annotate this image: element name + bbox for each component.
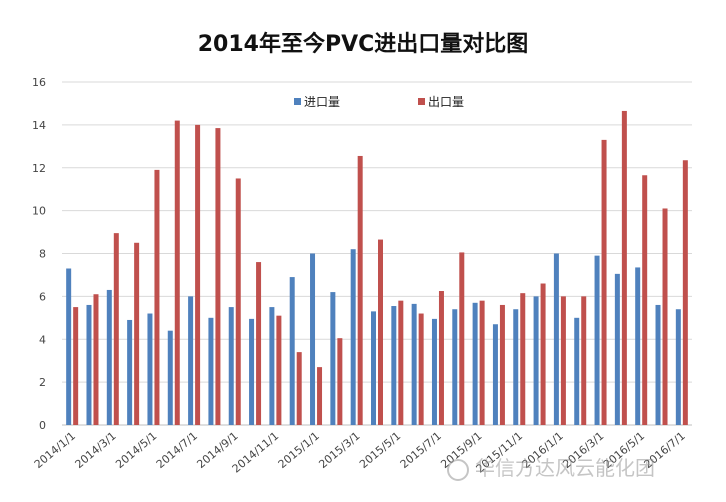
bar-import [208,317,214,425]
bar-export [662,208,668,425]
y-tick-label: 4 [39,333,46,346]
bar-import [533,296,539,425]
bar-export [520,293,526,425]
y-tick-label: 0 [39,419,46,432]
legend-swatch [294,98,301,105]
bar-export [337,338,343,425]
bar-export [154,169,160,425]
bar-import [371,311,376,425]
bar-import [310,253,316,425]
bar-import [513,309,519,425]
bar-export [113,233,119,425]
bar-import [553,253,559,425]
bar-import [411,303,417,425]
bar-export [438,291,444,425]
bar-import [167,330,173,425]
bar-import [106,289,112,425]
bar-export [215,128,221,425]
y-tick-label: 16 [32,76,46,89]
bar-import [66,268,72,425]
bar-export [418,313,424,425]
legend-label: 进口量 [304,95,340,109]
bar-export [560,296,566,425]
bar-import [249,318,255,425]
legend-label: 出口量 [428,95,464,109]
x-tick-label: 2014/5/1 [113,429,159,471]
bar-import [594,255,600,425]
bar-import [228,307,234,425]
bar-import [147,313,153,425]
x-tick-label: 2014/1/1 [32,429,78,471]
bar-import [655,304,661,425]
bar-export [459,252,465,425]
bar-export [499,304,505,425]
bar-export [296,352,302,425]
bar-import [675,309,681,425]
x-tick-label: 2014/7/1 [154,429,200,471]
bar-import [269,307,275,425]
x-tick-label: 2015/7/1 [398,429,444,471]
bar-export [276,315,282,425]
bar-export [235,178,241,425]
bar-export [398,300,404,425]
bar-import [492,324,498,425]
bar-import [472,302,478,425]
bar-import [86,304,92,425]
bar-export [73,307,79,425]
y-tick-label: 2 [39,376,46,389]
bar-import [574,317,580,425]
x-tick-label: 2014/3/1 [73,429,119,471]
bar-export [378,239,383,425]
bar-export [540,283,546,425]
bar-export [134,242,140,425]
bar-export [93,294,99,425]
bar-export [581,296,587,425]
watermark: 华信方达风云能化团 [447,452,655,481]
bar-export [621,110,627,426]
x-tick-label: 2015/3/1 [316,429,362,471]
bar-export [195,124,201,425]
bar-import [635,267,641,425]
bar-export [357,155,363,425]
bar-export [682,160,688,425]
bar-import [391,306,397,425]
bar-export [642,175,648,425]
bar-import [350,249,356,425]
bar-export [174,120,180,426]
bar-export [479,300,485,425]
watermark-text: 华信方达风云能化团 [475,456,655,480]
bar-export [601,139,607,425]
y-tick-label: 8 [39,248,46,261]
y-tick-label: 12 [32,162,46,175]
bar-export [256,262,262,425]
legend-swatch [418,98,425,105]
bar-import [452,309,458,425]
y-tick-label: 6 [39,290,46,303]
bar-import [431,318,437,425]
y-tick-label: 14 [32,119,46,132]
bar-import [330,292,336,425]
y-tick-label: 10 [32,205,46,218]
bar-import [127,319,133,425]
bar-import [614,273,620,425]
bar-import [289,277,295,425]
bar-import [188,296,194,425]
x-tick-label: 2015/5/1 [357,429,403,471]
bar-export [317,367,323,425]
wechat-icon [447,458,469,481]
x-tick-label: 2015/1/1 [276,429,322,471]
chart-title: 2014年至今PVC进出口量对比图 [197,32,529,57]
